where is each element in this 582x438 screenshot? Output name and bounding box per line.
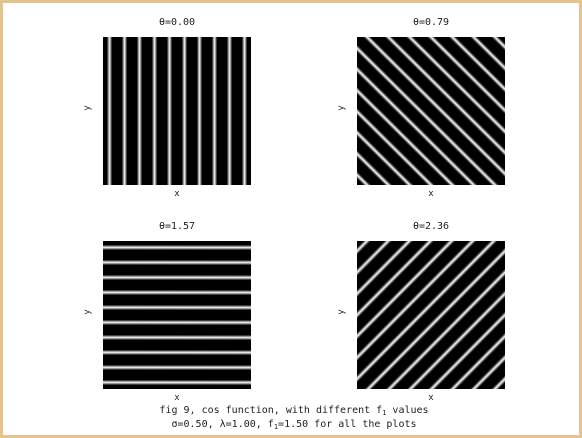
x-axis-label: x bbox=[174, 393, 180, 403]
y-axis-label: y bbox=[336, 105, 347, 111]
panel-theta-2: θ=1.57 y x bbox=[77, 221, 277, 411]
y-axis-label: y bbox=[336, 309, 347, 315]
panel-title: θ=0.79 bbox=[412, 17, 450, 28]
cos-grating-image bbox=[103, 37, 251, 185]
x-axis-label: x bbox=[428, 393, 434, 403]
caption-line1-suffix: values bbox=[386, 405, 429, 416]
cos-grating-image bbox=[357, 37, 505, 185]
panel-theta-1: θ=0.79 y x bbox=[331, 17, 531, 207]
panel-title: θ=1.57 bbox=[158, 221, 196, 232]
cos-pattern-plot bbox=[357, 37, 505, 185]
y-axis-label: y bbox=[82, 105, 93, 111]
caption-line2-subscript: 1 bbox=[273, 423, 279, 431]
x-axis-label: x bbox=[428, 189, 434, 199]
caption-line1-subscript: 1 bbox=[382, 409, 387, 417]
panel-title: θ=2.36 bbox=[412, 221, 450, 232]
panel-theta-3: θ=2.36 y x bbox=[331, 221, 531, 411]
caption-line2-prefix: σ=0.50, λ=1.00, f bbox=[171, 419, 274, 430]
cos-grating-image bbox=[357, 241, 505, 389]
figure-caption-line-2: σ=0.50, λ=1.00, f1=1.50 for all the plot… bbox=[3, 418, 582, 434]
cos-pattern-plot bbox=[103, 241, 251, 389]
cos-pattern-plot bbox=[357, 241, 505, 389]
y-axis-label: y bbox=[82, 309, 93, 315]
caption-line2-suffix: =1.50 for all the plots bbox=[278, 419, 417, 430]
cos-grating-image bbox=[103, 241, 251, 389]
cos-pattern-plot bbox=[103, 37, 251, 185]
panel-title: θ=0.00 bbox=[158, 17, 196, 28]
figure-caption-line-1: fig 9, cos function, with different f1 v… bbox=[3, 404, 582, 420]
x-axis-label: x bbox=[174, 189, 180, 199]
caption-line1-prefix: fig 9, cos function, with different f bbox=[159, 405, 383, 416]
panel-theta-0: θ=0.00 y x bbox=[77, 17, 277, 207]
